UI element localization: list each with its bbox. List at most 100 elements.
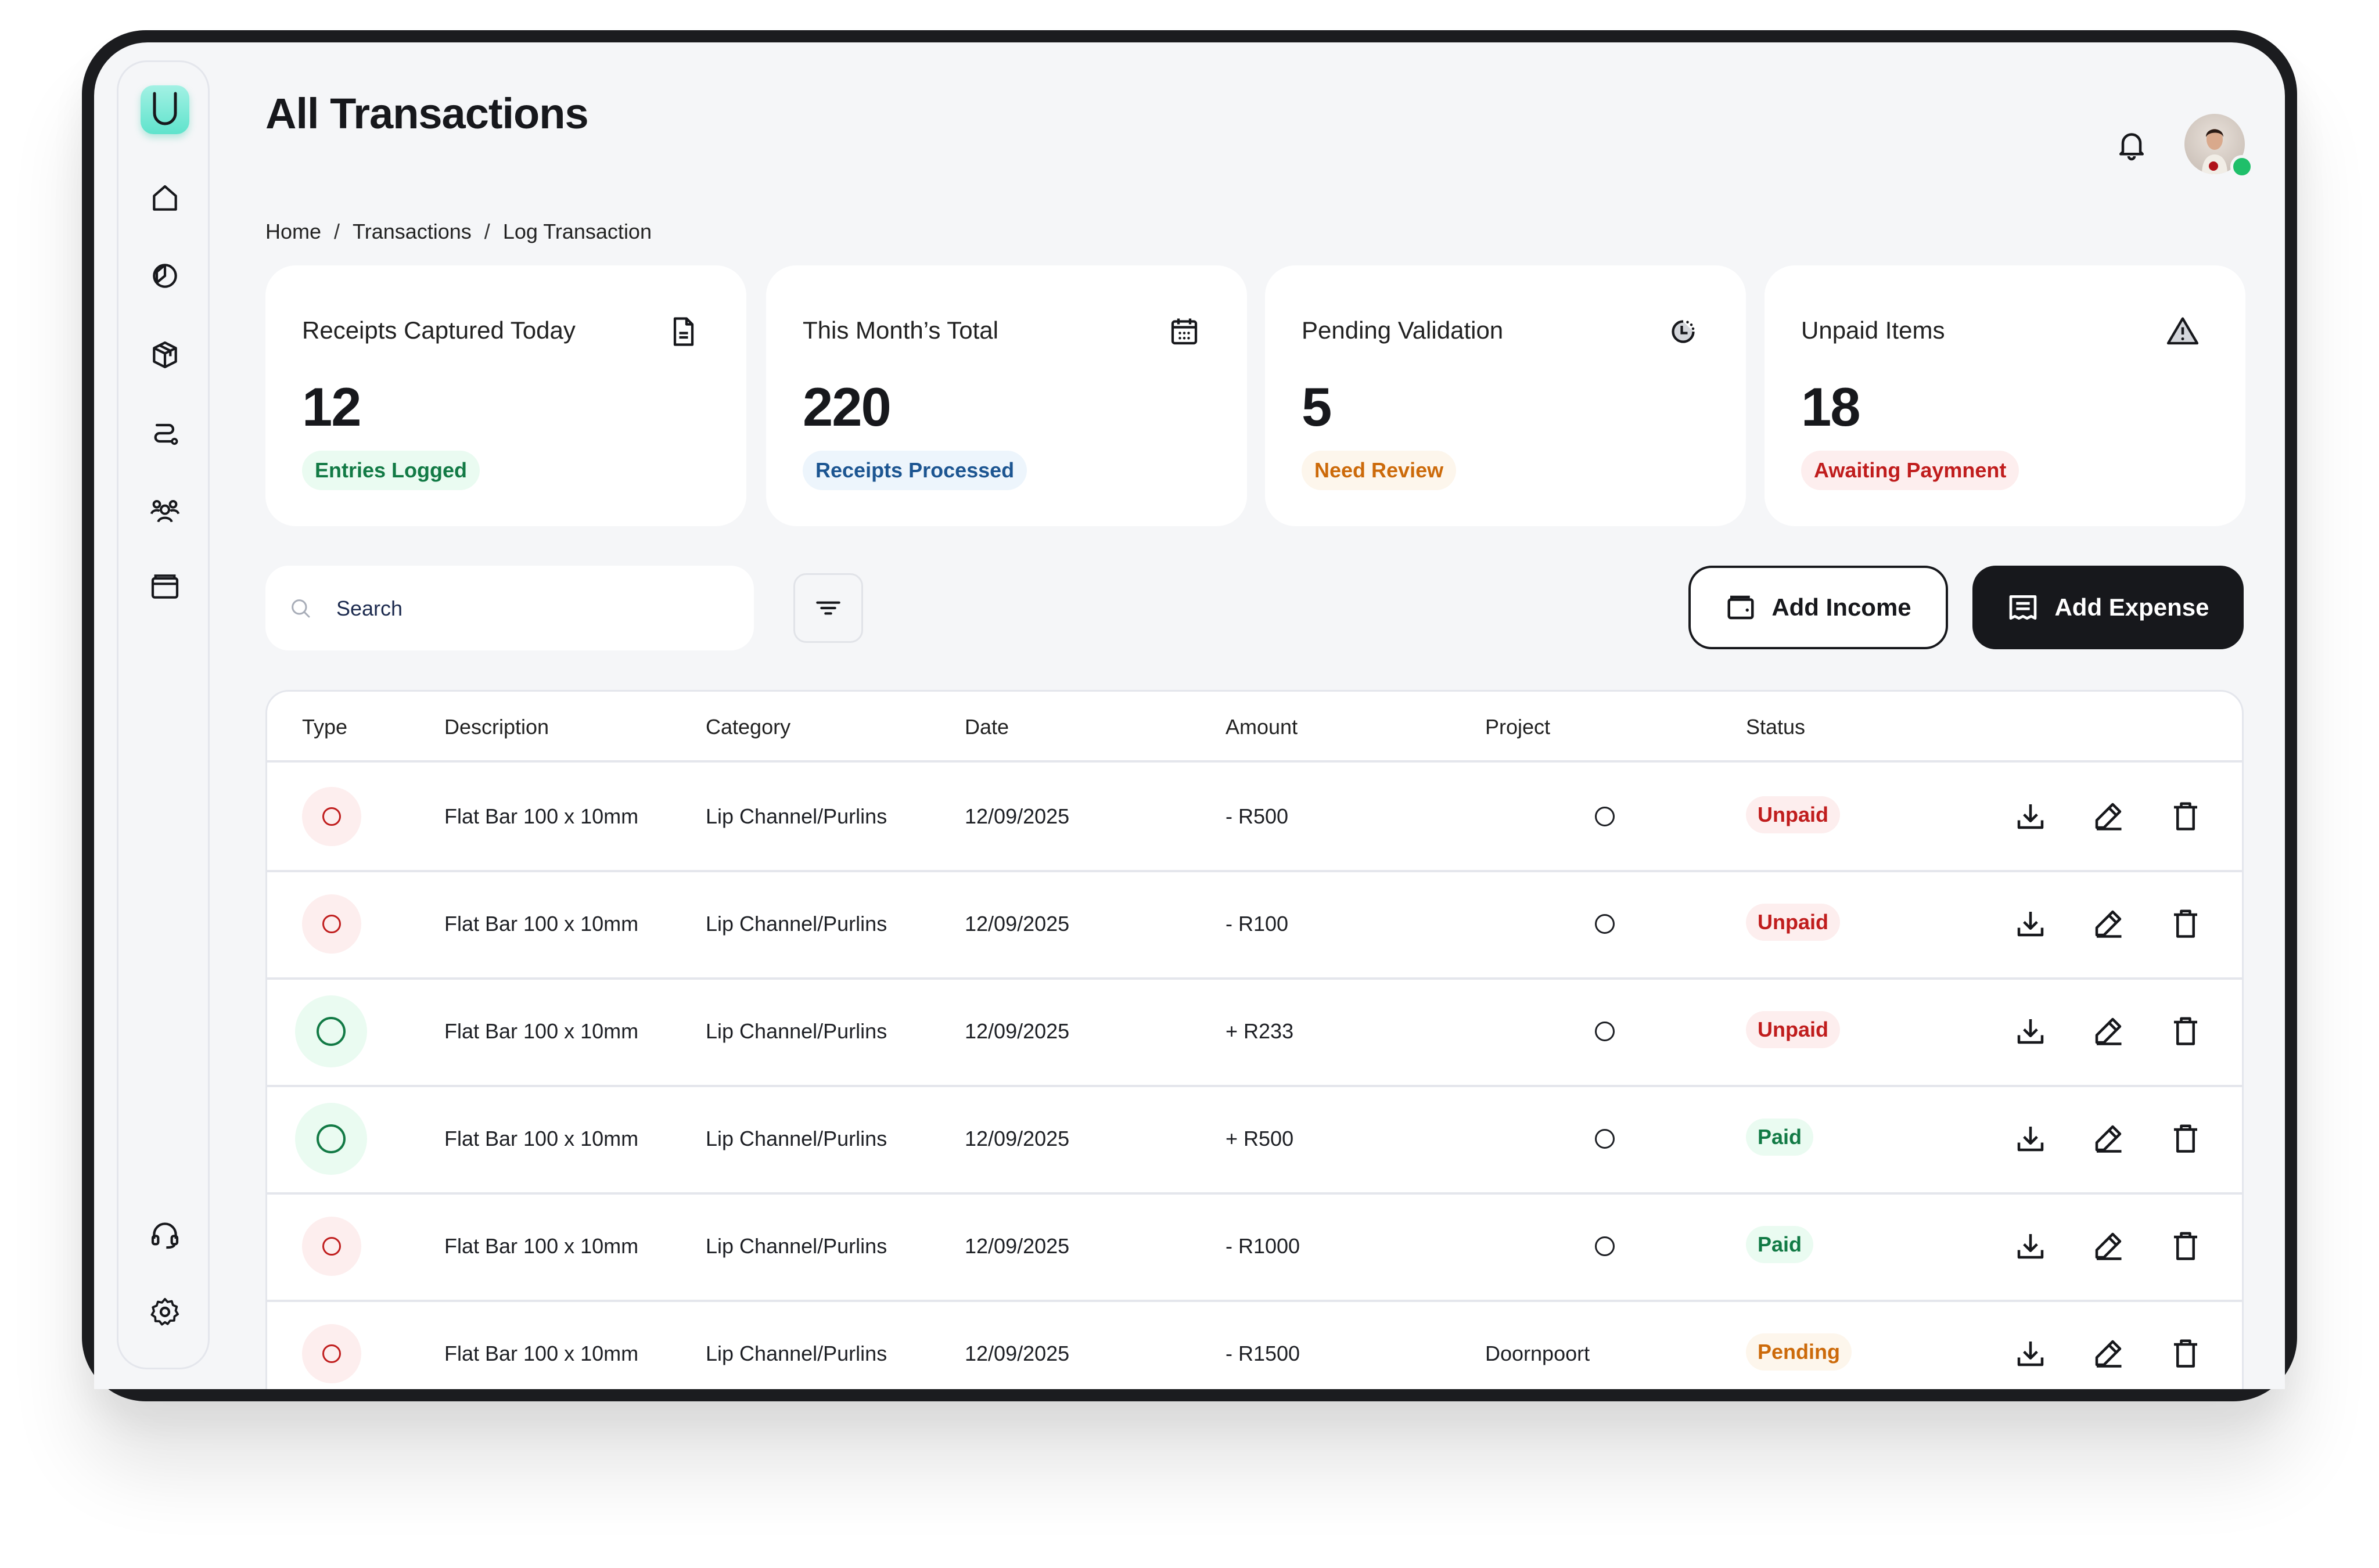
clock-icon xyxy=(1672,320,1695,343)
delete-icon[interactable] xyxy=(2168,1013,2203,1048)
amount-cell: + R500 xyxy=(1226,1127,1294,1150)
add-expense-button[interactable]: Add Expense xyxy=(1972,566,2244,649)
status-badge: Paid xyxy=(1746,1119,1814,1156)
date-cell: 12/09/2025 xyxy=(965,912,1070,936)
column-header-date[interactable]: Date xyxy=(965,715,1009,739)
stat-card: This Month’s Total 220 Receipts Processed xyxy=(766,265,1247,526)
add-income-button[interactable]: Add Income xyxy=(1688,566,1948,649)
status-badge: Unpaid xyxy=(1746,796,1840,833)
sidebar-item-settings[interactable] xyxy=(148,1294,182,1329)
sidebar-item-analytics[interactable] xyxy=(148,258,182,293)
filter-icon xyxy=(816,601,840,615)
column-header-description[interactable]: Description xyxy=(444,715,549,739)
stat-card: Unpaid Items 18 Awaiting Paymnent xyxy=(1765,265,2245,526)
date-cell: 12/09/2025 xyxy=(965,804,1070,828)
table-row[interactable]: Flat Bar 100 x 10mm Lip Channel/Purlins 12… xyxy=(267,1192,2242,1302)
download-icon[interactable] xyxy=(2013,1013,2048,1048)
status-badge: Pending xyxy=(1746,1333,1852,1371)
delete-icon[interactable] xyxy=(2168,906,2203,941)
date-cell: 12/09/2025 xyxy=(965,1342,1070,1365)
status-badge: Unpaid xyxy=(1746,904,1840,941)
amount-cell: + R233 xyxy=(1226,1019,1294,1043)
breadcrumb-log-transaction[interactable]: Log Transaction xyxy=(502,220,652,243)
sidebar-item-team[interactable] xyxy=(148,494,182,528)
search-icon xyxy=(292,599,310,618)
no-project-icon xyxy=(1595,1236,1615,1256)
stat-card-label: This Month’s Total xyxy=(803,317,998,344)
edit-icon[interactable] xyxy=(2091,1121,2126,1156)
table-row[interactable]: Flat Bar 100 x 10mm Lip Channel/Purlins 12… xyxy=(267,1300,2242,1389)
no-project-icon xyxy=(1595,1129,1615,1149)
delete-icon[interactable] xyxy=(2168,799,2203,833)
sidebar-item-wallet[interactable] xyxy=(148,569,182,604)
sidebar-item-routes[interactable] xyxy=(148,416,182,451)
sidebar-item-support[interactable] xyxy=(148,1217,182,1252)
stat-card: Pending Validation 5 Need Review xyxy=(1265,265,1746,526)
column-header-status[interactable]: Status xyxy=(1746,715,1806,739)
download-icon[interactable] xyxy=(2013,1336,2048,1371)
category-cell: Lip Channel/Purlins xyxy=(706,1234,887,1258)
edit-icon[interactable] xyxy=(2091,906,2126,941)
warning-icon xyxy=(2166,317,2199,345)
download-icon[interactable] xyxy=(2013,799,2048,833)
settings-icon xyxy=(150,1297,179,1326)
table-row[interactable]: Flat Bar 100 x 10mm Lip Channel/Purlins 12… xyxy=(267,977,2242,1087)
table-row[interactable]: Flat Bar 100 x 10mm Lip Channel/Purlins 12… xyxy=(267,763,2242,872)
stat-card-badge: Receipts Processed xyxy=(803,451,1027,490)
edit-icon[interactable] xyxy=(2091,1228,2126,1263)
app-logo[interactable] xyxy=(141,85,189,134)
breadcrumb-separator: / xyxy=(334,220,340,243)
table-row[interactable]: Flat Bar 100 x 10mm Lip Channel/Purlins 12… xyxy=(267,870,2242,980)
filter-button[interactable] xyxy=(793,573,863,643)
edit-icon[interactable] xyxy=(2091,1013,2126,1048)
description-cell: Flat Bar 100 x 10mm xyxy=(444,912,639,936)
edit-icon[interactable] xyxy=(2091,799,2126,833)
stat-card-value: 18 xyxy=(1801,376,1861,437)
edit-icon[interactable] xyxy=(2091,1336,2126,1371)
search-input[interactable] xyxy=(335,589,732,628)
description-cell: Flat Bar 100 x 10mm xyxy=(444,804,639,828)
online-status-dot xyxy=(2230,155,2254,178)
app-screen: All Transactions Home / Transactions / L… xyxy=(94,42,2285,1389)
status-badge: Unpaid xyxy=(1746,1011,1840,1048)
download-icon[interactable] xyxy=(2013,1228,2048,1263)
delete-icon[interactable] xyxy=(2168,1336,2203,1371)
analytics-icon xyxy=(153,264,177,288)
breadcrumb-home[interactable]: Home xyxy=(265,220,322,243)
amount-cell: - R500 xyxy=(1226,804,1289,828)
stat-card-value: 5 xyxy=(1302,376,1332,437)
no-project-icon xyxy=(1595,1022,1615,1041)
sidebar-item-inventory[interactable] xyxy=(148,337,182,372)
status-badge: Paid xyxy=(1746,1226,1814,1263)
income-type-icon xyxy=(295,1102,367,1175)
add-income-label: Add Income xyxy=(1771,594,1911,621)
delete-icon[interactable] xyxy=(2168,1228,2203,1263)
expense-type-icon xyxy=(302,1216,361,1276)
description-cell: Flat Bar 100 x 10mm xyxy=(444,1234,639,1258)
add-expense-label: Add Expense xyxy=(2054,594,2209,621)
download-icon[interactable] xyxy=(2013,906,2048,941)
sidebar xyxy=(117,60,210,1369)
table-header: Type Description Category Date Amount Pr… xyxy=(267,692,2242,763)
category-cell: Lip Channel/Purlins xyxy=(706,1342,887,1365)
stat-card-value: 220 xyxy=(803,376,892,437)
column-header-category[interactable]: Category xyxy=(706,715,791,739)
date-cell: 12/09/2025 xyxy=(965,1019,1070,1043)
notification-bell-icon[interactable] xyxy=(2114,127,2149,162)
column-header-type[interactable]: Type xyxy=(302,715,348,739)
column-header-amount[interactable]: Amount xyxy=(1226,715,1298,739)
expense-type-icon xyxy=(302,786,361,846)
team-icon xyxy=(150,499,180,523)
sidebar-item-home[interactable] xyxy=(148,181,182,216)
document-icon xyxy=(673,317,694,346)
breadcrumb-transactions[interactable]: Transactions xyxy=(353,220,472,243)
income-type-icon xyxy=(295,995,367,1067)
download-icon[interactable] xyxy=(2013,1121,2048,1156)
stat-card-badge: Entries Logged xyxy=(302,451,480,490)
device-frame: All Transactions Home / Transactions / L… xyxy=(82,30,2297,1401)
table-row[interactable]: Flat Bar 100 x 10mm Lip Channel/Purlins 12… xyxy=(267,1085,2242,1195)
column-header-project[interactable]: Project xyxy=(1485,715,1551,739)
inventory-icon xyxy=(153,341,177,369)
delete-icon[interactable] xyxy=(2168,1121,2203,1156)
receipt-icon xyxy=(2010,595,2037,620)
